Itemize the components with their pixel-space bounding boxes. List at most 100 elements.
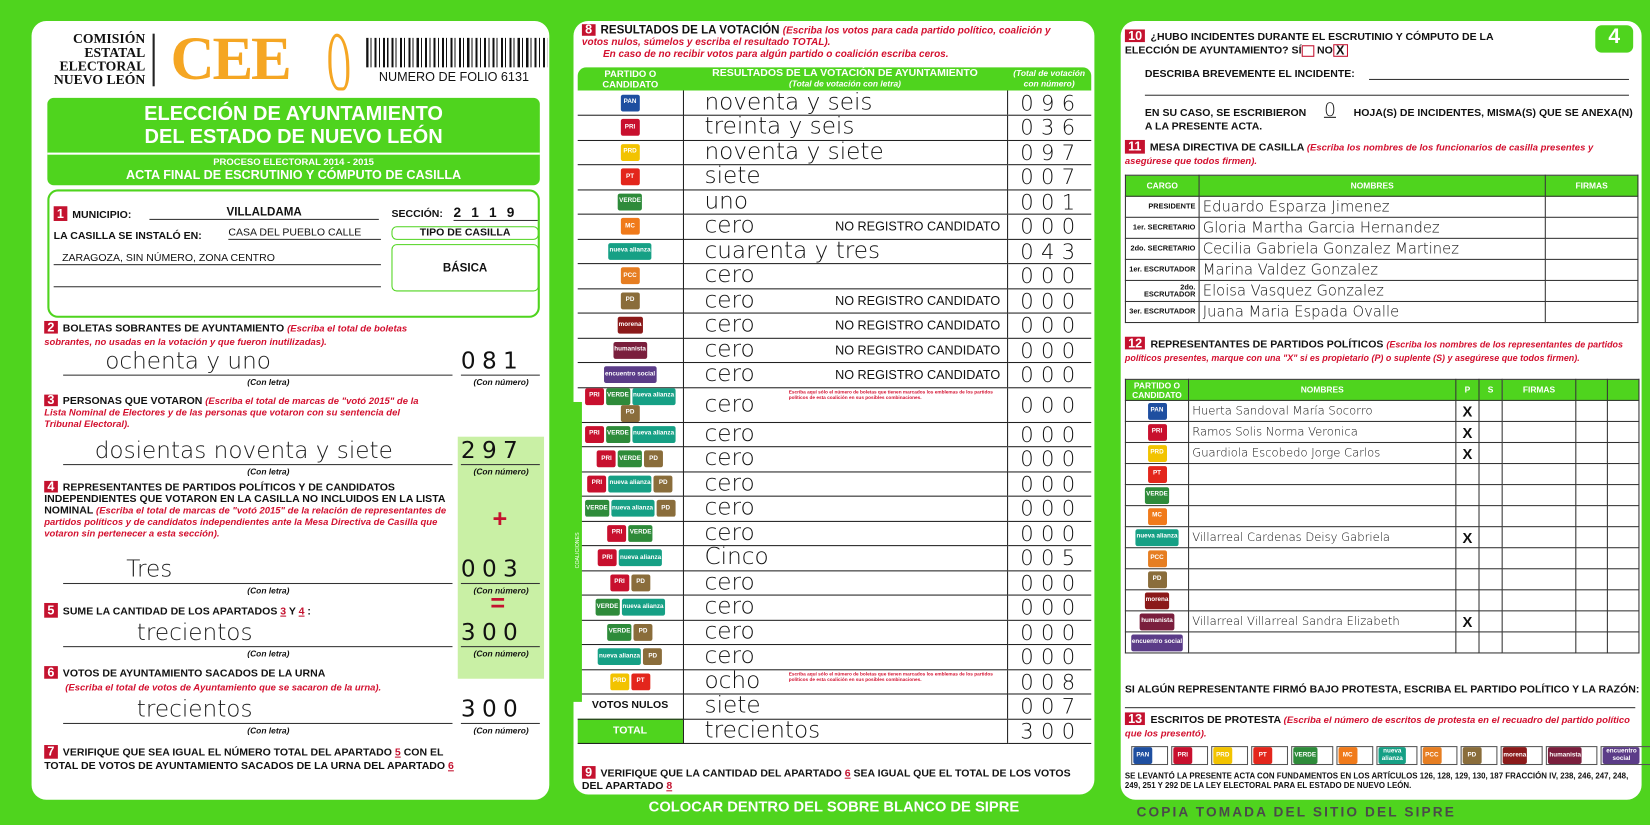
protest-count-input[interactable] xyxy=(1407,747,1416,764)
no-checkbox[interactable]: X xyxy=(1332,44,1348,57)
protest-field[interactable] xyxy=(1606,484,1640,507)
signature-field[interactable] xyxy=(1501,399,1577,422)
suplente-mark[interactable] xyxy=(1478,526,1503,549)
suplente-mark[interactable] xyxy=(1478,505,1503,528)
protest-count-input[interactable] xyxy=(1233,747,1247,764)
representative-name xyxy=(1188,463,1457,486)
section-9: 9 VERIFIQUE QUE LA CANTIDAD DEL APARTADO … xyxy=(581,766,1087,793)
describe-line[interactable] xyxy=(1144,94,1629,96)
panel-center: 8 RESULTADOS DE LA VOTACIÓN (Escriba los … xyxy=(573,21,1095,795)
si-checkbox[interactable] xyxy=(1301,44,1315,57)
suplente-mark[interactable] xyxy=(1478,589,1503,612)
signature-field[interactable] xyxy=(1501,631,1577,654)
protest-count-input[interactable] xyxy=(1528,747,1542,764)
protest-count-input[interactable] xyxy=(1641,747,1650,764)
suplente-mark[interactable] xyxy=(1478,399,1503,422)
suplente-mark[interactable] xyxy=(1478,441,1503,465)
protest-sign-field[interactable] xyxy=(1575,399,1608,422)
suplente-mark[interactable] xyxy=(1478,610,1503,633)
protest-field[interactable] xyxy=(1606,420,1640,444)
protest-sign-field[interactable] xyxy=(1575,568,1608,591)
signature-field[interactable] xyxy=(1501,484,1577,507)
propietario-mark[interactable]: X xyxy=(1455,399,1480,422)
protest-field[interactable] xyxy=(1606,547,1640,570)
label: (Con número) xyxy=(473,586,529,596)
suplente-mark[interactable] xyxy=(1478,484,1503,507)
suplente-mark[interactable] xyxy=(1478,463,1503,486)
protest-count-input[interactable] xyxy=(1442,747,1456,764)
propietario-mark[interactable]: X xyxy=(1455,610,1480,633)
protest-sign-field[interactable] xyxy=(1575,463,1608,486)
propietario-mark[interactable] xyxy=(1455,568,1480,591)
protest-field[interactable] xyxy=(1606,631,1640,654)
signature-field[interactable] xyxy=(1501,463,1577,486)
protest-count-input[interactable] xyxy=(1193,747,1207,764)
signature-field[interactable] xyxy=(1544,300,1639,324)
votes-text-cell: siete xyxy=(682,693,1008,720)
protest-field[interactable] xyxy=(1606,505,1640,528)
suplente-mark[interactable] xyxy=(1478,568,1503,591)
protest-field[interactable] xyxy=(1606,610,1640,633)
suplente-mark[interactable] xyxy=(1478,631,1503,654)
divider xyxy=(152,33,155,87)
propietario-mark[interactable] xyxy=(1455,547,1480,570)
signature-field[interactable] xyxy=(1544,195,1639,218)
protest-count-input[interactable] xyxy=(1153,747,1167,764)
protest-sign-field[interactable] xyxy=(1575,610,1608,633)
signature-field[interactable] xyxy=(1544,237,1639,260)
protest-field[interactable] xyxy=(1606,399,1640,422)
signature-field[interactable] xyxy=(1501,589,1577,612)
protest-sign-field[interactable] xyxy=(1575,547,1608,570)
signature-field[interactable] xyxy=(1501,420,1577,444)
pt-logo-icon: PT xyxy=(631,673,651,691)
protest-field[interactable] xyxy=(1606,463,1640,486)
signature-field[interactable] xyxy=(1501,547,1577,570)
protest-sign-field[interactable] xyxy=(1575,526,1608,549)
signature-field[interactable] xyxy=(1544,258,1639,281)
signature-field[interactable] xyxy=(1501,610,1577,633)
signature-field[interactable] xyxy=(1544,216,1639,239)
signature-field[interactable] xyxy=(1501,441,1577,465)
protest-sign-field[interactable] xyxy=(1575,631,1608,654)
pri-logo-icon: PRI xyxy=(587,475,607,493)
protest-line-label: SI ALGÚN REPRESENTANTE FIRMÓ BAJO PROTES… xyxy=(1124,683,1640,696)
protest-sign-field[interactable] xyxy=(1575,420,1608,444)
propietario-mark[interactable] xyxy=(1455,631,1480,654)
votes-number-cell: 007 xyxy=(1006,693,1092,720)
protest-count-input[interactable] xyxy=(1358,747,1372,764)
ref-b: 8 xyxy=(666,780,673,793)
signature-field[interactable] xyxy=(1501,505,1577,528)
col-firmas: FIRMAS xyxy=(1544,174,1639,197)
propietario-mark[interactable] xyxy=(1455,463,1480,486)
propietario-mark[interactable]: X xyxy=(1455,526,1480,549)
propietario-mark[interactable] xyxy=(1455,484,1480,507)
protest-line[interactable] xyxy=(1124,707,1636,709)
propietario-mark[interactable]: X xyxy=(1455,420,1480,444)
protest-count-input[interactable] xyxy=(1482,747,1496,764)
signature-field[interactable] xyxy=(1544,279,1639,303)
suplente-mark[interactable] xyxy=(1478,547,1503,570)
suplente-mark[interactable] xyxy=(1478,420,1503,444)
protest-count-input[interactable] xyxy=(1273,747,1287,764)
representantes-numero: 003 xyxy=(460,557,540,585)
protest-count-input[interactable] xyxy=(1318,747,1332,764)
signature-field[interactable] xyxy=(1501,526,1577,549)
instalo-label: LA CASILLA SE INSTALÓ EN: xyxy=(53,230,202,243)
propietario-mark[interactable] xyxy=(1455,589,1480,612)
describe-line[interactable] xyxy=(1369,78,1629,80)
protest-sign-field[interactable] xyxy=(1575,484,1608,507)
protest-sign-field[interactable] xyxy=(1575,441,1608,465)
signature-field[interactable] xyxy=(1501,568,1577,591)
protest-sign-field[interactable] xyxy=(1575,505,1608,528)
section-13: 13 ESCRITOS DE PROTESTA (Escriba el númer… xyxy=(1124,712,1635,740)
propietario-mark[interactable] xyxy=(1455,505,1480,528)
protest-field[interactable] xyxy=(1606,568,1640,591)
propietario-mark[interactable]: X xyxy=(1455,441,1480,465)
protest-field[interactable] xyxy=(1606,526,1640,549)
votes-text-cell: cero xyxy=(682,619,1008,646)
address-line-2: ZARAGOZA, SIN NÚMERO, ZONA CENTRO xyxy=(53,253,381,266)
protest-field[interactable] xyxy=(1606,589,1640,612)
protest-field[interactable] xyxy=(1606,441,1640,465)
protest-sign-field[interactable] xyxy=(1575,589,1608,612)
protest-count-input[interactable] xyxy=(1583,747,1597,764)
